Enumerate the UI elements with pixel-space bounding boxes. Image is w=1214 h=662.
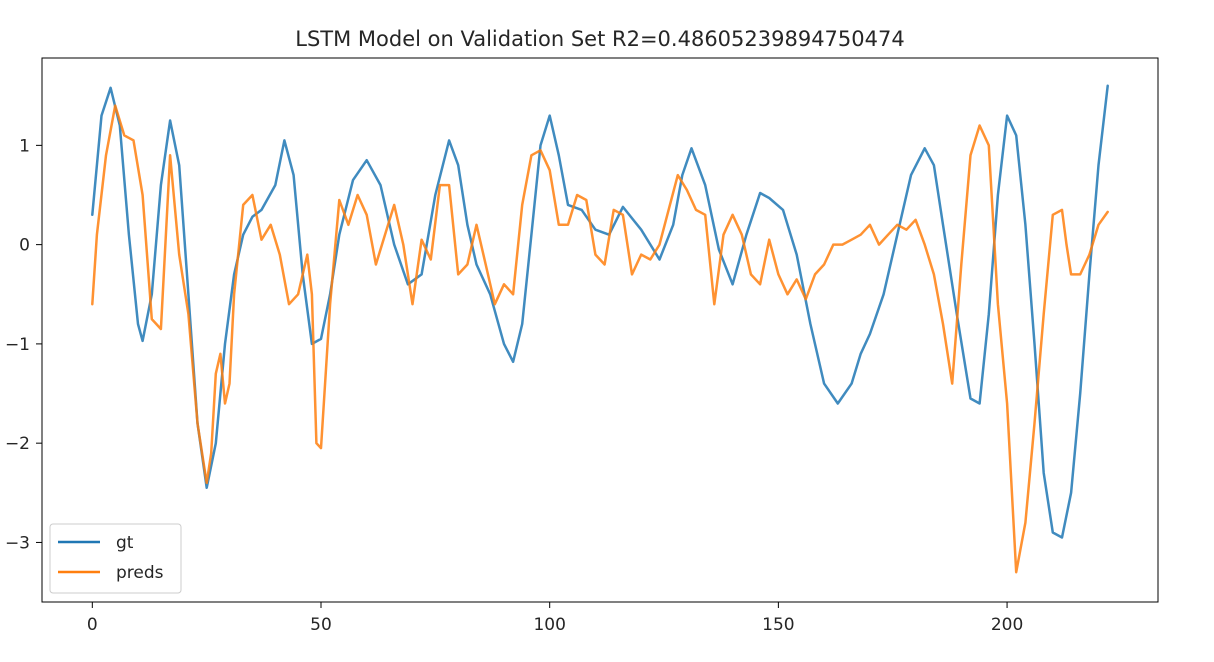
legend-label-gt: gt bbox=[116, 533, 134, 553]
y-tick-label: −2 bbox=[5, 434, 30, 454]
x-tick-label: 0 bbox=[87, 615, 98, 635]
x-tick-label: 100 bbox=[533, 615, 565, 635]
y-axis: 1 0 −1 −2 −3 bbox=[5, 136, 42, 553]
y-tick-label: −3 bbox=[5, 533, 30, 553]
series-line-gt bbox=[91, 84, 1109, 539]
series-layer bbox=[91, 84, 1109, 574]
chart-title: LSTM Model on Validation Set R2=0.486052… bbox=[295, 27, 904, 51]
x-tick-label: 50 bbox=[310, 615, 332, 635]
x-axis: 0 50 100 150 200 bbox=[87, 602, 1023, 635]
x-tick-label: 200 bbox=[991, 615, 1023, 635]
y-tick-label: 0 bbox=[19, 236, 30, 256]
plot-area-frame bbox=[41, 57, 1159, 603]
x-tick-label: 150 bbox=[762, 615, 794, 635]
y-tick-label: 1 bbox=[19, 136, 30, 156]
series-line-preds bbox=[91, 104, 1109, 574]
y-tick-label: −1 bbox=[5, 335, 30, 355]
legend: gt preds bbox=[49, 523, 182, 594]
legend-label-preds: preds bbox=[116, 563, 164, 583]
